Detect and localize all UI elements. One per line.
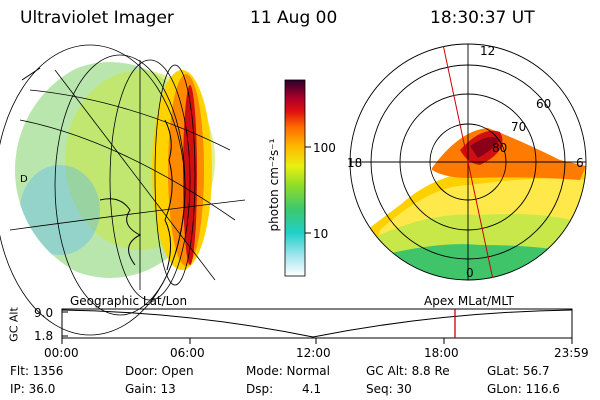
info-seq: Seq: 30 <box>366 382 412 396</box>
apex-label: Apex MLat/MLT <box>424 294 514 308</box>
svg-text:D: D <box>20 174 28 185</box>
geographic-image: D <box>0 44 246 336</box>
info-gc-alt: GC Alt: 8.8 Re <box>366 364 450 378</box>
lat-label-60: 60 <box>536 97 552 111</box>
gc-alt-axis-title: GC Alt <box>7 307 21 342</box>
colorbar-unit-label: photon cm⁻²s⁻¹ <box>267 138 281 232</box>
x-tick-1800: 18:00 <box>424 346 459 360</box>
lat-label-70: 70 <box>511 120 527 134</box>
info-dsp-label: Dsp: <box>246 382 274 396</box>
mlt-label-0: 0 <box>466 266 474 280</box>
info-dsp-value: 4.1 <box>302 382 322 396</box>
info-ip: IP: 36.0 <box>10 382 56 396</box>
instrument-title: Ultraviolet Imager <box>20 8 174 28</box>
geographic-label: Geographic Lat/Lon <box>70 294 188 308</box>
mlt-label-6: 6 <box>576 156 584 170</box>
mlt-label-12: 12 <box>480 44 496 58</box>
mlt-label-18: 18 <box>347 156 363 170</box>
info-flight: Flt: 1356 <box>10 364 64 378</box>
observation-date: 11 Aug 00 <box>250 8 338 28</box>
info-mode: Mode: Normal <box>246 364 330 378</box>
polar-plot <box>349 43 587 281</box>
info-glat: GLat: 56.7 <box>487 364 550 378</box>
x-tick-0600: 06:00 <box>170 346 205 360</box>
info-door: Door: Open <box>125 364 194 378</box>
info-gain: Gain: 13 <box>125 382 176 396</box>
y-tick-9: 9.0 <box>34 306 54 320</box>
colorbar <box>284 79 311 277</box>
x-tick-2359: 23:59 <box>554 346 589 360</box>
x-tick-1200: 12:00 <box>296 346 331 360</box>
orbit-timeline <box>61 308 573 344</box>
colorbar-tick-10: 10 <box>313 227 329 241</box>
info-glon: GLon: 116.6 <box>487 382 560 396</box>
x-tick-0000: 00:00 <box>44 346 79 360</box>
colorbar-tick-100: 100 <box>313 141 336 155</box>
observation-time: 18:30:37 UT <box>430 8 535 28</box>
y-tick-1-8: 1.8 <box>34 329 54 343</box>
lat-label-80: 80 <box>492 141 508 155</box>
